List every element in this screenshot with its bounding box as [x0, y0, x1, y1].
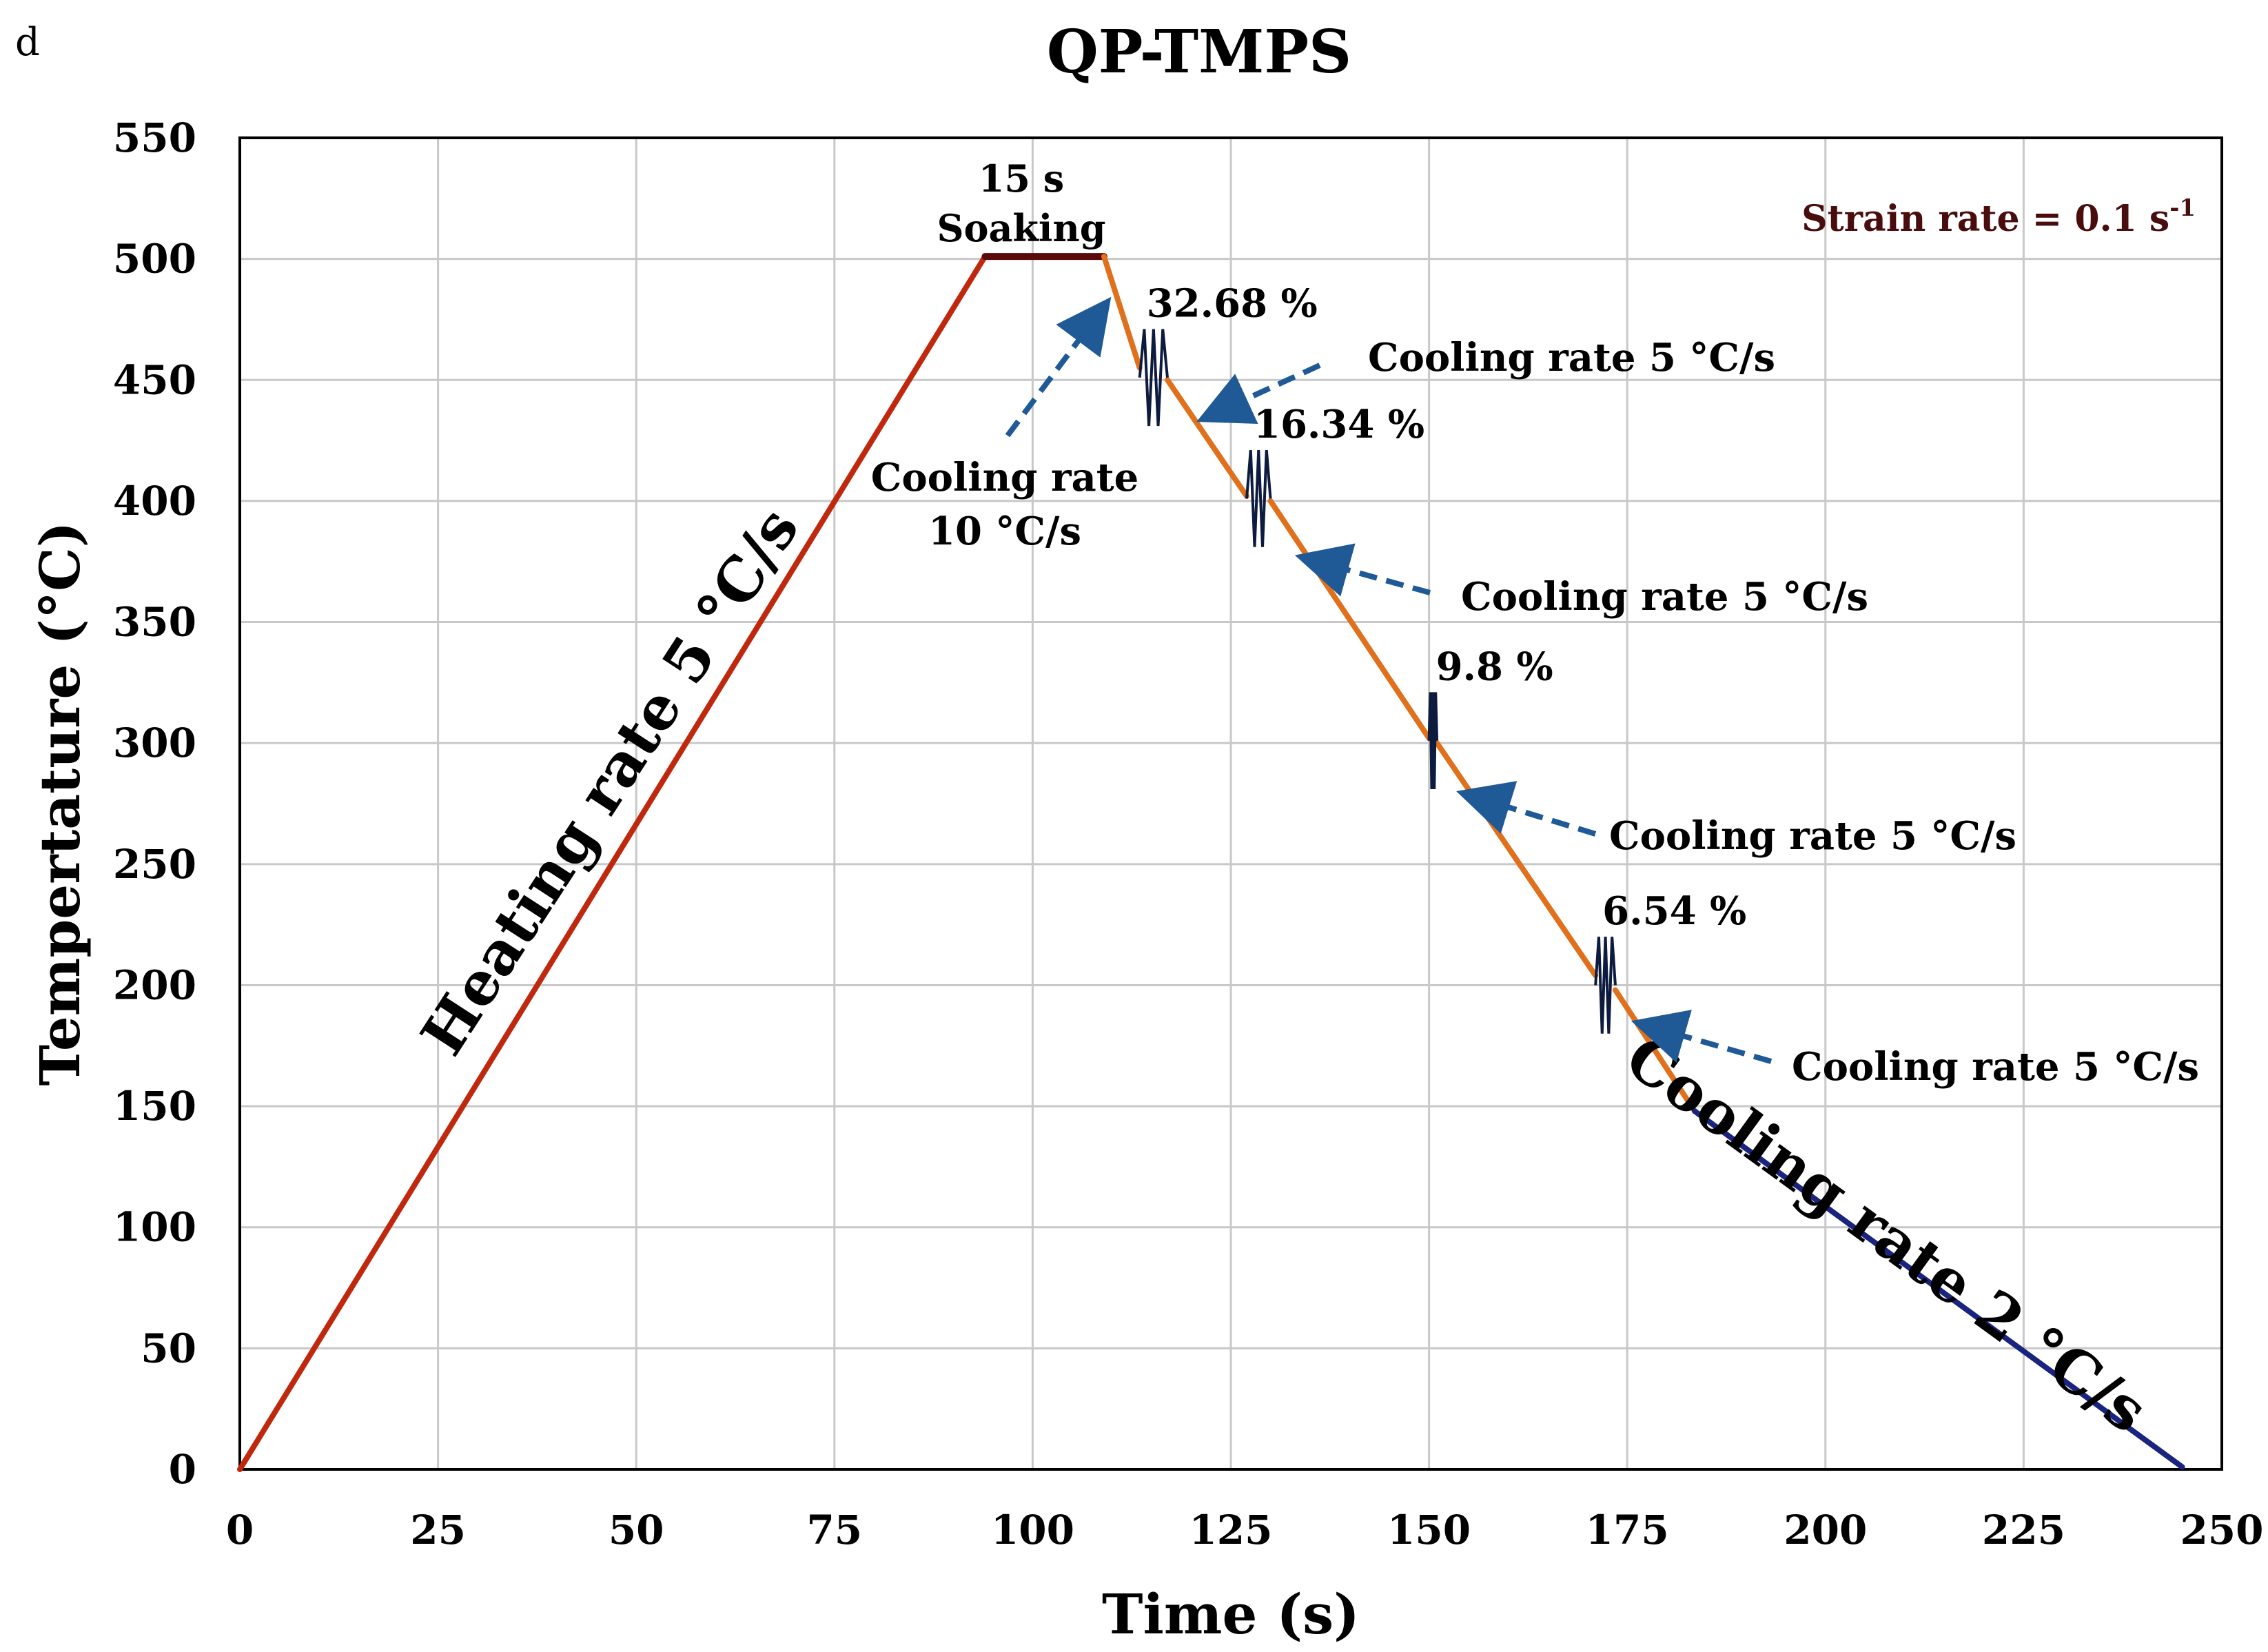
strain-rate-exponent: -1 [2169, 194, 2196, 222]
y-axis-label: Tempertature (°C) [28, 521, 92, 1085]
y-tick-label: 0 [169, 1446, 196, 1493]
y-tick-label: 50 [141, 1325, 196, 1371]
y-tick-label: 500 [113, 236, 196, 283]
strain-rate-text: Strain rate = 0.1 s [1801, 198, 2169, 240]
x-tick-label: 50 [609, 1507, 664, 1553]
x-tick-label: 100 [991, 1507, 1074, 1553]
cooling-rate-5-label-2: Cooling rate 5 °C/s [1461, 574, 1868, 620]
arrow-cooling-5-3 [1456, 781, 1597, 837]
segment-cooling-5-c [1434, 740, 1599, 979]
zigzag-4 [1594, 937, 1617, 1034]
x-tick-label: 200 [1784, 1507, 1867, 1553]
zigzag-label-2: 16.34 % [1254, 402, 1424, 447]
y-tick-label: 550 [113, 114, 196, 161]
x-tick-label: 75 [806, 1507, 862, 1553]
strain-rate-label: Strain rate = 0.1 s-1 [1801, 194, 2196, 240]
x-tick-label: 150 [1387, 1507, 1471, 1553]
cooling-rate-10-line2: 10 °C/s [928, 509, 1081, 554]
arrow-cooling-5-4 [1631, 1010, 1772, 1064]
deformation-zigzags: 32.68 % 16.34 % 9.8 % 6.54 % [1138, 281, 1746, 1034]
soaking-label: Soaking [937, 206, 1106, 250]
x-tick-label: 0 [226, 1507, 254, 1553]
zigzag-label-1: 32.68 % [1147, 281, 1318, 327]
cooling-rate-5-label-3: Cooling rate 5 °C/s [1609, 813, 2016, 859]
annotation-arrows [1005, 296, 1772, 1064]
x-axis-label: Time (s) [1102, 1582, 1360, 1646]
x-tick-label: 175 [1586, 1507, 1669, 1553]
y-tick-label: 400 [113, 478, 196, 524]
y-tick-label: 150 [113, 1083, 196, 1130]
segment-heating [237, 254, 988, 1472]
cooling-rate-5-label-4: Cooling rate 5 °C/s [1792, 1044, 2199, 1090]
plot-area-border [238, 136, 2223, 1471]
zigzag-label-4: 6.54 % [1602, 888, 1746, 934]
y-tick-label: 350 [113, 599, 196, 646]
y-tick-label: 450 [113, 356, 196, 403]
y-tick-label: 250 [113, 841, 196, 888]
y-tick-label: 100 [113, 1204, 196, 1251]
zigzag-3 [1427, 692, 1439, 789]
segment-cooling-2 [1691, 1108, 2185, 1470]
heating-rate-label: Heating rate 5 °C/s [408, 496, 813, 1067]
cooling-rate-10-line1: Cooling rate [871, 455, 1138, 500]
chart-title: QP-TMPS [1047, 17, 1351, 87]
y-tick-labels: 0 50 100 150 200 250 300 350 400 450 500 550 [113, 114, 196, 1493]
segment-cooling-10 [1101, 254, 1143, 371]
cooling-rate-5-label-1: Cooling rate 5 °C/s [1368, 335, 1775, 380]
arrow-cooling-5-2 [1294, 543, 1431, 597]
soaking-time-label: 15 s [979, 156, 1064, 201]
x-tick-label: 125 [1189, 1507, 1272, 1553]
arrow-cooling-5-1 [1196, 363, 1321, 425]
segment-cooling-5-a [1164, 377, 1250, 499]
x-tick-label: 225 [1982, 1507, 2065, 1553]
zigzag-label-3: 9.8 % [1436, 644, 1553, 689]
segment-cooling-5-b [1267, 498, 1432, 742]
y-tick-label: 200 [113, 961, 196, 1008]
x-tick-label: 25 [410, 1507, 466, 1553]
zigzag-2 [1245, 449, 1272, 547]
arrow-cooling-10 [1005, 296, 1112, 438]
panel-label: d [15, 20, 40, 65]
x-tick-labels: 0 25 50 75 100 125 150 175 200 225 250 [226, 1507, 2264, 1553]
y-tick-label: 300 [113, 720, 196, 766]
zigzag-1 [1138, 329, 1169, 427]
x-tick-label: 250 [2180, 1507, 2263, 1553]
